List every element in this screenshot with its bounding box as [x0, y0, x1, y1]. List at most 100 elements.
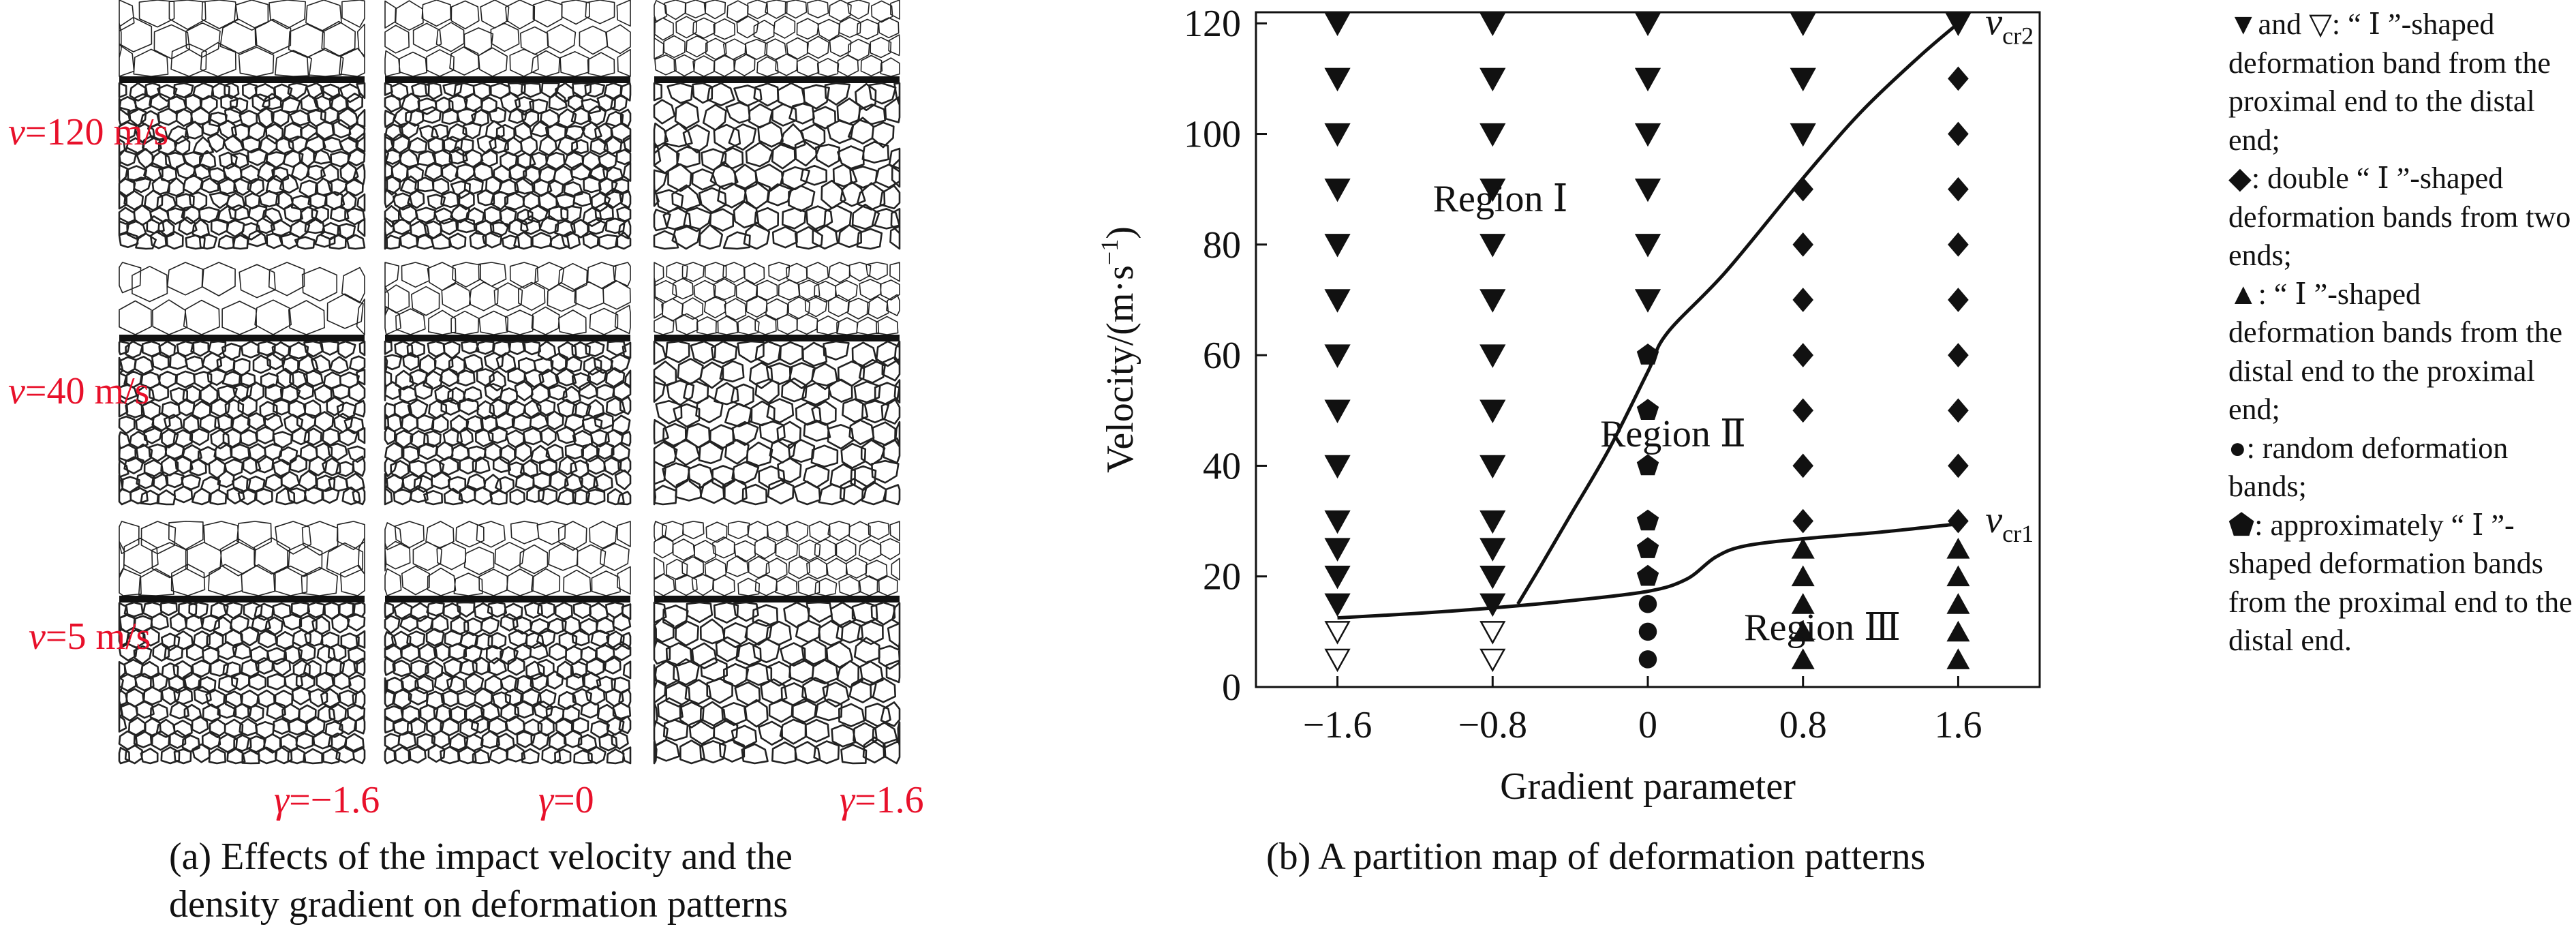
legend-text: : approximately “ Ⅰ ”-shaped deformation…	[2228, 508, 2573, 658]
marker-pentagon	[1636, 537, 1659, 558]
marker-circle	[1638, 650, 1657, 669]
velocity-label-120: v=120 m/s	[8, 111, 168, 153]
curve-v_cr1	[1337, 522, 1959, 620]
curve-label-cr1: vcr1	[1985, 499, 2034, 547]
impact-interface-band	[119, 596, 365, 602]
marker-tri-up-filled	[1946, 648, 1970, 669]
marker-tri-down-open	[1479, 621, 1506, 645]
marker-tri-down-filled	[1324, 178, 1351, 202]
marker-tri-down-filled	[1634, 234, 1661, 258]
impact-interface-band	[385, 76, 630, 83]
velocity-label-5: v=5 m/s	[29, 615, 151, 658]
marker-tri-up-filled	[1946, 593, 1970, 614]
cell-field	[653, 601, 901, 765]
marker-tri-down-filled	[1324, 12, 1351, 36]
y-tick-label: 100	[1184, 114, 1241, 156]
marker-tri-down-filled	[1324, 455, 1351, 479]
x-tick-label: 0	[1638, 704, 1657, 746]
legend-symbol: ◆	[2228, 162, 2252, 195]
marker-tri-down-filled	[1324, 538, 1351, 562]
marker-tri-down-filled	[1479, 123, 1506, 147]
marker-legend: ▼and ▽: “ Ⅰ ”-shaped deformation band fr…	[2228, 5, 2573, 660]
cell-field	[384, 340, 632, 506]
marker-tri-down-filled	[1479, 12, 1506, 36]
x-axis-label: Gradient parameter	[1500, 765, 1796, 808]
cell-field	[118, 340, 366, 506]
legend-item-diamond: ◆: double “ Ⅰ ”-shaped deformation bands…	[2228, 159, 2573, 275]
cell-field	[118, 601, 366, 765]
marker-diamond	[1948, 232, 1969, 257]
impact-interface-band	[119, 76, 365, 83]
legend-item-circle: ●: random deformation bands;	[2228, 429, 2573, 506]
marker-diamond	[1948, 398, 1969, 423]
marker-diamond	[1948, 288, 1969, 312]
boundary-curves	[1337, 22, 1960, 620]
legend-item-pentagon: ⬟: approximately “ Ⅰ ”-shaped deformatio…	[2228, 506, 2573, 660]
impact-interface-band	[654, 335, 900, 341]
marker-tri-down-filled	[1634, 12, 1661, 36]
marker-tri-up-filled	[1791, 593, 1815, 614]
cell-field	[384, 82, 632, 250]
cell-field	[119, 0, 365, 77]
marker-tri-down-filled	[1479, 399, 1506, 423]
marker-tri-down-filled	[1634, 178, 1661, 202]
x-tick-label: −0.8	[1458, 704, 1527, 746]
marker-tri-down-filled	[1479, 510, 1506, 534]
legend-item-tri-down: ▼and ▽: “ Ⅰ ”-shaped deformation band fr…	[2228, 5, 2573, 159]
cell-field	[118, 82, 366, 250]
marker-tri-down-filled	[1479, 234, 1506, 258]
marker-tri-up-filled	[1791, 565, 1815, 587]
legend-symbol: ●	[2228, 431, 2247, 465]
legend-text: : “ Ⅰ ”-shaped deformation band from the…	[2228, 7, 2551, 157]
cell-field	[654, 0, 900, 77]
legend-text: : “ Ⅰ ”-shaped deformation bands from th…	[2228, 277, 2562, 427]
marker-tri-up-filled	[1791, 648, 1815, 669]
marker-tri-down-filled	[1324, 123, 1351, 147]
region-label: Region Ⅱ	[1600, 413, 1746, 455]
marker-tri-down-open	[1324, 648, 1351, 673]
marker-tri-down-filled	[1634, 123, 1661, 147]
y-tick-label: 20	[1203, 556, 1241, 598]
cell-field	[654, 262, 900, 335]
marker-tri-up-filled	[1946, 565, 1970, 587]
marker-pentagon	[1636, 509, 1659, 531]
region-labels: Region Ⅰ Region Ⅱ Region Ⅲ	[1433, 178, 1901, 649]
legend-symbol: ⬟	[2228, 508, 2255, 542]
legend-item-tri-up: ▲: “ Ⅰ ”-shaped deformation bands from t…	[2228, 275, 2573, 429]
marker-tri-down-filled	[1324, 289, 1351, 313]
marker-diamond	[1948, 66, 1969, 91]
cell-field	[384, 521, 631, 596]
marker-tri-down-filled	[1479, 67, 1506, 92]
marker-tri-up-filled	[1791, 537, 1815, 559]
axis-ticks: −1.6 −0.8 0 0.8 1.6 0 20 40 60 80 100 120	[1184, 3, 1982, 746]
marker-pentagon	[1636, 454, 1659, 476]
marker-diamond	[1948, 343, 1969, 367]
marker-tri-down-filled	[1324, 344, 1351, 368]
critical-velocity-labels: vcr2 vcr1	[1985, 1, 2034, 547]
caption-a-line1: (a) Effects of the impact velocity and t…	[169, 836, 793, 878]
marker-tri-down-filled	[1479, 455, 1506, 479]
marker-tri-down-filled	[1790, 12, 1816, 36]
cell-field	[653, 82, 901, 250]
cell-field	[384, 262, 631, 335]
marker-diamond	[1948, 177, 1969, 202]
gamma-label-0: γ=0	[538, 779, 594, 821]
cell-structure-grid	[118, 0, 901, 765]
gamma-label-1.6: γ=1.6	[840, 779, 924, 821]
region-label: Region Ⅲ	[1744, 607, 1901, 649]
marker-tri-down-filled	[1324, 399, 1351, 423]
impact-interface-band	[654, 596, 900, 602]
panel-a-figure: v=120 m/s v=40 m/s v=5 m/s γ=−1.6 γ=0 γ=…	[8, 0, 924, 821]
region-label: Region Ⅰ	[1433, 178, 1568, 220]
marker-tri-down-filled	[1479, 566, 1506, 590]
marker-tri-down-filled	[1479, 538, 1506, 562]
marker-diamond	[1792, 288, 1814, 312]
caption-a-line2: density gradient on deformation patterns	[169, 883, 788, 926]
marker-tri-down-filled	[1324, 593, 1351, 617]
cell-field	[384, 0, 631, 77]
marker-diamond	[1948, 121, 1969, 147]
marker-tri-down-filled	[1324, 67, 1351, 92]
marker-tri-down-filled	[1479, 178, 1506, 202]
marker-tri-up-filled	[1946, 537, 1970, 559]
marker-tri-down-filled	[1634, 289, 1661, 313]
